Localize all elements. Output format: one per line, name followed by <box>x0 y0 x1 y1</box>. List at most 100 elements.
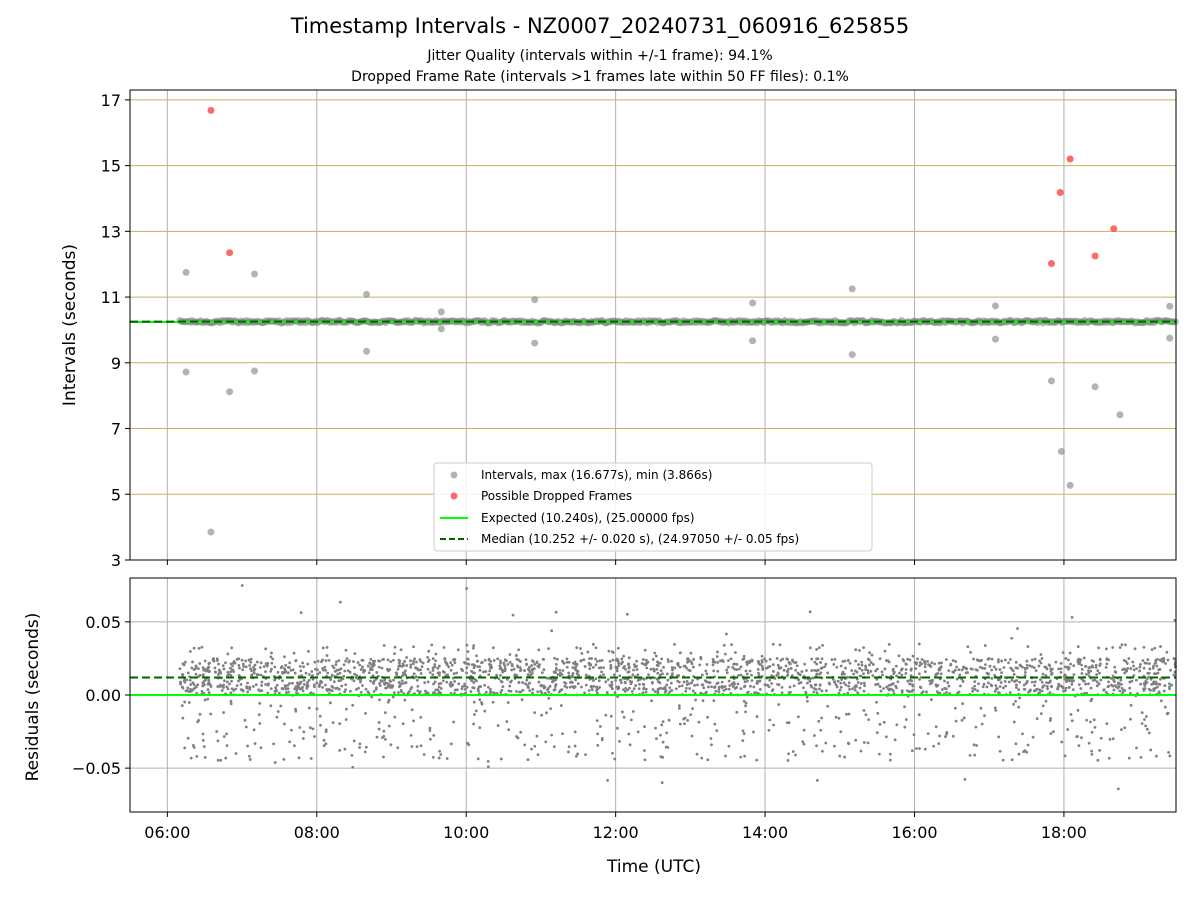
residual-point <box>786 657 789 661</box>
residual-point <box>311 727 315 731</box>
residual-point <box>1030 665 1034 669</box>
residual-point <box>658 673 662 677</box>
residual-point <box>1167 750 1170 754</box>
residual-point <box>800 670 804 673</box>
residual-point <box>1047 663 1051 667</box>
residual-point <box>1139 663 1142 666</box>
residual-point <box>197 647 201 650</box>
y-tick-label: 5 <box>111 485 121 504</box>
residual-point <box>839 730 843 733</box>
residual-point <box>273 665 277 669</box>
residual-point <box>980 658 983 662</box>
residual-point <box>1104 690 1108 694</box>
residual-point <box>854 659 858 663</box>
residual-point <box>700 683 704 687</box>
residual-point <box>366 664 370 668</box>
residual-point <box>998 749 1002 753</box>
residual-point <box>866 671 870 675</box>
residual-point <box>310 670 314 673</box>
residual-point <box>733 662 737 666</box>
interval-point <box>1091 383 1099 391</box>
residual-point <box>1087 671 1091 675</box>
residual-point <box>755 758 759 762</box>
residual-point <box>1127 657 1131 660</box>
residual-point <box>686 660 689 664</box>
residual-point <box>1068 679 1072 683</box>
residual-point <box>670 665 674 669</box>
residual-point <box>1106 685 1110 689</box>
residual-point <box>228 682 231 686</box>
residual-point <box>972 657 975 661</box>
residual-point <box>229 670 232 674</box>
x-axis-label: Time (UTC) <box>606 857 701 877</box>
residual-point <box>1002 666 1006 669</box>
y-tick-label: 13 <box>101 222 121 241</box>
residual-point <box>1143 684 1147 687</box>
residual-point <box>231 668 235 672</box>
residual-point <box>507 689 511 693</box>
residual-point <box>1079 658 1083 662</box>
residual-point <box>381 658 385 661</box>
residual-point <box>622 715 626 719</box>
residual-point <box>571 666 575 669</box>
residual-point <box>1041 704 1045 708</box>
residual-point <box>207 665 211 669</box>
residual-point <box>863 684 866 688</box>
residual-point <box>1012 720 1016 724</box>
residual-point <box>839 681 843 685</box>
residual-point <box>790 674 794 678</box>
residual-point <box>255 660 259 664</box>
residual-point <box>934 725 938 729</box>
residual-point <box>918 664 922 668</box>
residual-point <box>433 663 437 666</box>
residual-point <box>318 685 321 688</box>
residual-point <box>338 671 342 675</box>
residual-point <box>935 684 939 688</box>
residual-point <box>709 737 713 740</box>
residual-point <box>636 730 640 734</box>
residual-point <box>412 659 415 663</box>
residual-point <box>437 756 441 760</box>
interval-point <box>182 368 190 376</box>
residual-point <box>258 689 262 693</box>
residual-point <box>463 661 467 665</box>
residual-point <box>499 674 502 677</box>
residual-point <box>410 708 414 712</box>
residual-point <box>604 713 608 717</box>
residual-point <box>635 659 638 663</box>
residual-point <box>1143 718 1146 721</box>
x-tick-label: 08:00 <box>294 823 340 842</box>
residual-point <box>716 669 720 673</box>
residual-point <box>994 667 998 671</box>
residual-point <box>480 661 483 665</box>
residual-point <box>689 713 693 717</box>
residual-point <box>389 743 393 747</box>
residual-point <box>976 689 980 693</box>
residual-point <box>460 685 464 689</box>
residual-point <box>692 657 696 661</box>
residual-point <box>419 668 423 672</box>
residual-point <box>1071 688 1075 691</box>
residual-point <box>416 689 420 693</box>
residual-point <box>483 709 487 713</box>
residual-point <box>409 734 413 737</box>
residual-point <box>834 715 838 719</box>
residual-point <box>532 660 535 664</box>
residual-point <box>523 669 526 672</box>
residual-point <box>591 688 594 692</box>
residual-point <box>547 647 550 651</box>
residual-point <box>776 663 780 667</box>
residual-point <box>1082 679 1086 683</box>
residual-point <box>208 669 211 673</box>
residual-point <box>1077 662 1081 666</box>
residual-point <box>823 665 827 669</box>
residual-point <box>580 685 583 689</box>
interval-point <box>991 302 999 310</box>
residual-point <box>1049 667 1053 671</box>
residual-point <box>539 683 543 687</box>
residual-point <box>364 711 367 715</box>
residual-point <box>1018 696 1022 700</box>
residual-point <box>1015 675 1019 679</box>
residual-point <box>294 685 298 689</box>
residual-point <box>760 659 764 662</box>
